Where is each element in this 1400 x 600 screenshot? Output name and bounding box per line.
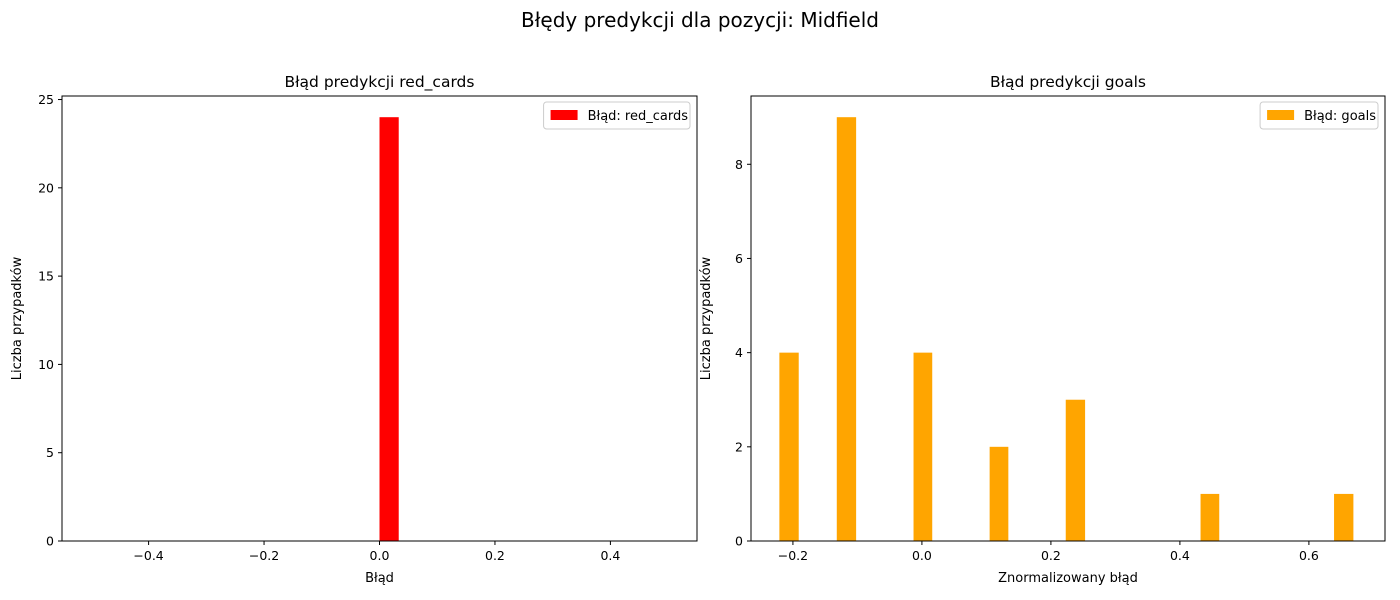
- y-tick-label: 15: [38, 269, 54, 284]
- y-tick-label: 0: [735, 534, 743, 549]
- x-tick-label: 0.2: [485, 548, 505, 563]
- chart-panel-2: −0.2 0.0 0.2 0.4 0.6 0 2 4 6 8 Błąd predykcji goal…: [699, 73, 1386, 586]
- x-tick-label: −0.2: [249, 548, 279, 563]
- x-tick-label: 0.0: [912, 548, 932, 563]
- legend-label: Błąd: goals: [1304, 109, 1376, 124]
- x-tick-label: 0.2: [1041, 548, 1061, 563]
- x-axis-label: Znormalizowany błąd: [998, 571, 1138, 586]
- x-axis-label: Błąd: [365, 571, 394, 586]
- bar-4: [989, 446, 1009, 541]
- legend-swatch: [1267, 110, 1295, 120]
- x-tick-label: −0.2: [778, 548, 808, 563]
- y-tick-label: 4: [735, 345, 743, 360]
- bar-7: [1334, 493, 1354, 541]
- bar-3: [913, 352, 933, 541]
- legend-box: [543, 101, 691, 130]
- y-tick-label: 0: [46, 534, 54, 549]
- legend-swatch: [550, 110, 578, 120]
- figure-suptitle: Błędy predykcji dla pozycji: Midfield: [521, 8, 879, 32]
- x-tick-label: −0.4: [133, 548, 163, 563]
- y-tick-label: 5: [46, 445, 54, 460]
- x-tick-label: 0.6: [1299, 548, 1319, 563]
- bar-1: [779, 352, 799, 541]
- x-tick-label: 0.4: [600, 548, 620, 563]
- y-tick-label: 8: [735, 157, 743, 172]
- x-tick-label: 0.0: [370, 548, 390, 563]
- y-tick-label: 25: [38, 92, 54, 107]
- y-tick-label: 20: [38, 180, 54, 195]
- bar-6: [1200, 493, 1220, 541]
- y-axis-label: Liczba przypadków: [699, 256, 714, 380]
- x-tick-label: 0.4: [1170, 548, 1190, 563]
- y-tick-label: 10: [38, 357, 54, 372]
- y-tick-label: 2: [735, 439, 743, 454]
- bar-2: [836, 117, 857, 541]
- bar-1: [379, 117, 399, 541]
- y-axis-label: Liczba przypadków: [10, 256, 25, 380]
- chart-title: Błąd predykcji goals: [990, 73, 1146, 91]
- legend-label: Błąd: red_cards: [588, 109, 689, 124]
- legend: Błąd: red_cards: [543, 101, 691, 130]
- legend-box: [1259, 101, 1379, 130]
- chart-title: Błąd predykcji red_cards: [285, 73, 475, 92]
- y-tick-label: 6: [735, 251, 743, 266]
- chart-panel-1: −0.4 −0.2 0.0 0.2 0.4 0 5 10 15 20 25 Błąd predykcj…: [10, 73, 698, 586]
- bar-5: [1065, 399, 1086, 541]
- axes-frame: [750, 95, 1386, 542]
- legend: Błąd: goals: [1259, 101, 1379, 130]
